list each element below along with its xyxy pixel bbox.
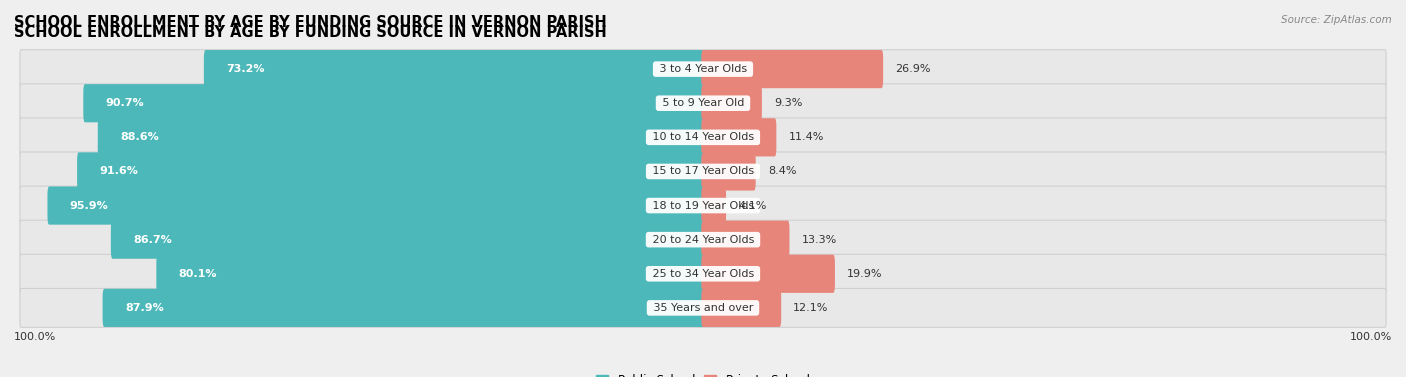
FancyBboxPatch shape: [20, 50, 1386, 89]
Text: 80.1%: 80.1%: [179, 269, 217, 279]
FancyBboxPatch shape: [77, 152, 704, 190]
Text: 10 to 14 Year Olds: 10 to 14 Year Olds: [648, 132, 758, 143]
FancyBboxPatch shape: [98, 118, 704, 156]
FancyBboxPatch shape: [20, 186, 1386, 225]
FancyBboxPatch shape: [702, 289, 782, 327]
FancyBboxPatch shape: [20, 118, 1386, 157]
Text: 26.9%: 26.9%: [896, 64, 931, 74]
Text: 100.0%: 100.0%: [1350, 333, 1392, 342]
Text: 5 to 9 Year Old: 5 to 9 Year Old: [658, 98, 748, 108]
Text: SCHOOL ENROLLMENT BY AGE BY FUNDING SOURCE IN VERNON PARISH: SCHOOL ENROLLMENT BY AGE BY FUNDING SOUR…: [14, 25, 607, 40]
Text: 88.6%: 88.6%: [120, 132, 159, 143]
Text: 73.2%: 73.2%: [226, 64, 264, 74]
Text: 86.7%: 86.7%: [134, 234, 172, 245]
Text: 100.0%: 100.0%: [14, 333, 56, 342]
FancyBboxPatch shape: [48, 187, 704, 225]
Legend: Public School, Private School: Public School, Private School: [593, 371, 813, 377]
FancyBboxPatch shape: [103, 289, 704, 327]
Text: 9.3%: 9.3%: [773, 98, 803, 108]
FancyBboxPatch shape: [702, 255, 835, 293]
FancyBboxPatch shape: [20, 254, 1386, 293]
FancyBboxPatch shape: [702, 221, 789, 259]
Text: 19.9%: 19.9%: [846, 269, 883, 279]
Text: 15 to 17 Year Olds: 15 to 17 Year Olds: [648, 166, 758, 176]
FancyBboxPatch shape: [20, 84, 1386, 123]
Text: 18 to 19 Year Olds: 18 to 19 Year Olds: [648, 201, 758, 211]
FancyBboxPatch shape: [702, 152, 755, 190]
FancyBboxPatch shape: [204, 50, 704, 88]
FancyBboxPatch shape: [20, 288, 1386, 327]
FancyBboxPatch shape: [702, 187, 725, 225]
Text: 91.6%: 91.6%: [100, 166, 138, 176]
FancyBboxPatch shape: [83, 84, 704, 122]
FancyBboxPatch shape: [20, 220, 1386, 259]
Text: Source: ZipAtlas.com: Source: ZipAtlas.com: [1281, 15, 1392, 25]
Text: 8.4%: 8.4%: [768, 166, 796, 176]
Text: 95.9%: 95.9%: [70, 201, 108, 211]
FancyBboxPatch shape: [702, 84, 762, 122]
Text: 4.1%: 4.1%: [738, 201, 766, 211]
FancyBboxPatch shape: [156, 255, 704, 293]
Text: 20 to 24 Year Olds: 20 to 24 Year Olds: [648, 234, 758, 245]
Text: SCHOOL ENROLLMENT BY AGE BY FUNDING SOURCE IN VERNON PARISH: SCHOOL ENROLLMENT BY AGE BY FUNDING SOUR…: [14, 15, 607, 30]
Text: 87.9%: 87.9%: [125, 303, 163, 313]
FancyBboxPatch shape: [20, 152, 1386, 191]
Text: 25 to 34 Year Olds: 25 to 34 Year Olds: [648, 269, 758, 279]
FancyBboxPatch shape: [702, 50, 883, 88]
Text: 3 to 4 Year Olds: 3 to 4 Year Olds: [655, 64, 751, 74]
FancyBboxPatch shape: [702, 118, 776, 156]
FancyBboxPatch shape: [111, 221, 704, 259]
Text: 13.3%: 13.3%: [801, 234, 837, 245]
Text: 12.1%: 12.1%: [793, 303, 828, 313]
Text: 11.4%: 11.4%: [789, 132, 824, 143]
Text: 35 Years and over: 35 Years and over: [650, 303, 756, 313]
Text: 90.7%: 90.7%: [105, 98, 145, 108]
